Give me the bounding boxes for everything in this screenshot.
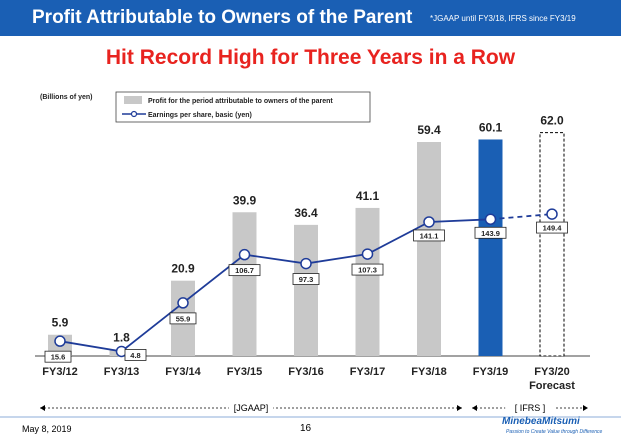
eps-label-box: [474, 226, 507, 239]
bar-FY3/15: [232, 212, 257, 356]
legend-box: [115, 91, 371, 123]
period-arrow-head-right: [583, 405, 588, 411]
legend-swatch-marker: [130, 110, 138, 118]
eps-value-label: 97.3: [299, 275, 314, 284]
x-tick-label: FY3/14: [165, 366, 201, 378]
eps-point: [423, 216, 435, 228]
eps-label-box: [292, 273, 320, 285]
period-arrow-head-left: [40, 405, 45, 411]
eps-label-box: [169, 312, 197, 325]
period-label: [ IFRS ]: [515, 403, 546, 413]
period-arrow-head-right: [457, 405, 462, 411]
legend-label-bar: Profit for the period attributable to ow…: [148, 98, 333, 105]
legend-swatch-bar: [124, 96, 142, 104]
eps-value-label: 15.6: [51, 353, 66, 362]
eps-point: [361, 248, 374, 260]
eps-label-box: [413, 229, 445, 242]
bar-FY3/17: [355, 207, 380, 356]
page-number: 16: [300, 423, 312, 434]
x-tick-label: FY3/18: [411, 366, 446, 378]
eps-point: [238, 248, 251, 261]
eps-value-label: 141.1: [420, 231, 439, 240]
eps-label-box: [351, 263, 384, 276]
unit-label: (Billions of yen): [40, 94, 93, 101]
title-bar: Profit Attributable to Owners of the Par…: [0, 0, 621, 36]
eps-forecast-line: [490, 213, 553, 221]
eps-value-label: 149.4: [543, 224, 563, 233]
x-tick-label: FY3/13: [104, 366, 139, 378]
bar-value-label: 1.8: [113, 331, 130, 345]
eps-point: [484, 213, 497, 226]
eps-label-box: [124, 349, 147, 361]
eps-value-label: 55.9: [176, 314, 191, 323]
eps-value-label: 4.8: [130, 351, 140, 360]
bar-value-label: 36.4: [294, 206, 318, 220]
eps-label-box: [536, 221, 568, 234]
x-tick-sublabel: Forecast: [529, 380, 575, 392]
eps-point: [177, 297, 189, 309]
bar-value-label: 62.0: [540, 114, 564, 128]
bar-FY3/18: [417, 142, 441, 356]
bar-FY3/16: [294, 224, 318, 356]
bar-FY3/20: [539, 132, 565, 357]
bar-value-label: 59.4: [417, 123, 441, 137]
eps-value-label: 107.3: [358, 266, 377, 275]
bar-value-label: 41.1: [356, 189, 380, 203]
period-label-bg: [228, 402, 274, 414]
eps-point: [546, 208, 558, 220]
eps-line: [59, 218, 491, 353]
eps-point: [300, 257, 312, 270]
x-tick-label: FY3/17: [350, 366, 385, 378]
page-title: Profit Attributable to Owners of the Par…: [32, 7, 413, 28]
bar-value-label: 60.1: [479, 120, 503, 134]
eps-value-label: 143.9: [481, 229, 500, 238]
bar-value-label: 5.9: [52, 316, 69, 330]
presentation-date: May 8, 2019: [22, 424, 72, 434]
x-tick-label: FY3/19: [473, 366, 508, 378]
eps-label-box: [228, 264, 261, 277]
x-tick-label: FY3/16: [288, 366, 323, 378]
headline: Hit Record High for Three Years in a Row: [105, 46, 516, 69]
bar-FY3/19: [478, 139, 503, 356]
eps-value-label: 106.7: [235, 266, 254, 275]
accounting-note: *JGAAP until FY3/18, IFRS since FY3/19: [430, 14, 576, 23]
x-tick-label: FY3/12: [42, 366, 77, 378]
period-label-bg: [505, 402, 555, 414]
period-arrow-head-left: [472, 405, 477, 411]
eps-point: [54, 335, 66, 347]
bar-value-label: 39.9: [233, 193, 257, 207]
company-logo: MinebeaMitsumi: [502, 416, 580, 427]
x-tick-label: FY3/20: [534, 366, 569, 378]
x-tick-label: FY3/15: [227, 366, 262, 378]
period-label: [JGAAP]: [234, 403, 269, 413]
bar-value-label: 20.9: [171, 262, 195, 276]
company-tagline: Passion to Create Value through Differen…: [506, 429, 603, 435]
eps-label-box: [44, 350, 72, 363]
legend-label-line: Earnings per share, basic (yen): [148, 112, 252, 119]
